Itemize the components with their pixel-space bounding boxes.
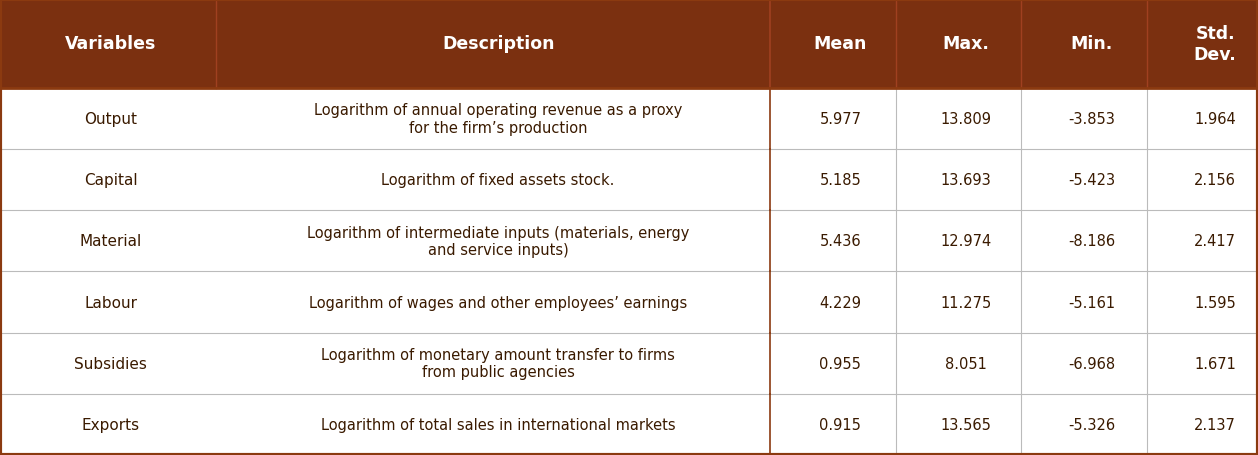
Text: Mean: Mean	[814, 35, 867, 53]
Bar	[0, 150, 1258, 211]
Text: -5.326: -5.326	[1068, 417, 1116, 432]
Bar	[0, 333, 1258, 394]
Text: Logarithm of intermediate inputs (materials, energy
and service inputs): Logarithm of intermediate inputs (materi…	[307, 225, 689, 258]
Text: 8.051: 8.051	[945, 356, 988, 371]
Text: 4.229: 4.229	[819, 295, 862, 310]
Text: 5.977: 5.977	[819, 112, 862, 127]
Text: Logarithm of wages and other employees’ earnings: Logarithm of wages and other employees’ …	[309, 295, 687, 310]
Text: 1.964: 1.964	[1194, 112, 1237, 127]
Bar	[0, 0, 1258, 89]
Bar	[0, 211, 1258, 272]
Text: -6.968: -6.968	[1068, 356, 1116, 371]
Text: Description: Description	[442, 35, 555, 53]
Text: Output: Output	[84, 112, 137, 127]
Text: -3.853: -3.853	[1068, 112, 1116, 127]
Text: Logarithm of monetary amount transfer to firms
from public agencies: Logarithm of monetary amount transfer to…	[321, 347, 676, 379]
Text: Variables: Variables	[65, 35, 156, 53]
Bar	[0, 89, 1258, 150]
Text: 5.185: 5.185	[819, 173, 862, 188]
Text: -5.161: -5.161	[1068, 295, 1116, 310]
Text: 13.809: 13.809	[941, 112, 991, 127]
Text: 5.436: 5.436	[819, 234, 862, 249]
Text: 2.137: 2.137	[1194, 417, 1237, 432]
Text: Std.
Dev.: Std. Dev.	[1194, 25, 1237, 64]
Text: 13.693: 13.693	[941, 173, 991, 188]
Text: 1.595: 1.595	[1194, 295, 1237, 310]
Text: Capital: Capital	[84, 173, 137, 188]
Text: 12.974: 12.974	[941, 234, 991, 249]
Text: Logarithm of fixed assets stock.: Logarithm of fixed assets stock.	[381, 173, 615, 188]
Text: -8.186: -8.186	[1068, 234, 1116, 249]
Bar	[0, 394, 1258, 455]
Text: 1.671: 1.671	[1194, 356, 1237, 371]
Text: Subsidies: Subsidies	[74, 356, 147, 371]
Text: 2.417: 2.417	[1194, 234, 1237, 249]
Text: Min.: Min.	[1071, 35, 1113, 53]
Text: 11.275: 11.275	[941, 295, 991, 310]
Text: 2.156: 2.156	[1194, 173, 1237, 188]
Text: Logarithm of annual operating revenue as a proxy
for the firm’s production: Logarithm of annual operating revenue as…	[314, 103, 682, 136]
Text: Max.: Max.	[942, 35, 990, 53]
Text: Material: Material	[79, 234, 142, 249]
Text: Logarithm of total sales in international markets: Logarithm of total sales in internationa…	[321, 417, 676, 432]
Text: Exports: Exports	[82, 417, 140, 432]
Bar	[0, 272, 1258, 333]
Text: 0.915: 0.915	[819, 417, 862, 432]
Text: 0.955: 0.955	[819, 356, 862, 371]
Text: Labour: Labour	[84, 295, 137, 310]
Text: -5.423: -5.423	[1068, 173, 1116, 188]
Text: 13.565: 13.565	[941, 417, 991, 432]
